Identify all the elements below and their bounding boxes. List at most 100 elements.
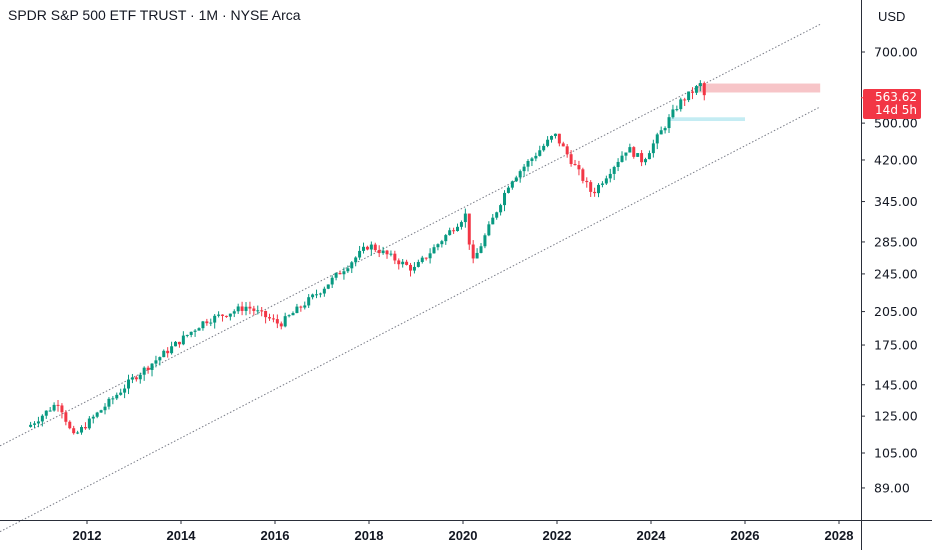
candle-body xyxy=(228,313,232,317)
candle-body xyxy=(550,136,554,140)
resistance-zone xyxy=(698,83,821,93)
candle xyxy=(103,403,107,415)
candle-body xyxy=(244,306,248,311)
y-tick-label: 145.00 xyxy=(874,377,918,392)
candle-body xyxy=(604,178,608,184)
candle-body xyxy=(127,379,131,389)
candle-body xyxy=(295,306,299,314)
candle xyxy=(52,402,56,412)
x-tick-label: 2024 xyxy=(637,528,667,543)
candle-body xyxy=(671,109,675,118)
candle xyxy=(636,152,640,158)
candle-body xyxy=(36,421,40,424)
candle xyxy=(134,375,138,382)
candle-body xyxy=(217,314,221,316)
candle xyxy=(33,421,37,429)
candle xyxy=(432,244,436,254)
candle-body xyxy=(475,252,479,259)
candle xyxy=(448,227,452,236)
candle-body xyxy=(702,83,706,96)
candle xyxy=(185,334,189,338)
candle xyxy=(154,355,158,368)
candle-body xyxy=(647,153,651,160)
candle xyxy=(64,410,68,426)
candle-body xyxy=(174,341,178,347)
candle-body xyxy=(52,404,56,411)
candle xyxy=(80,425,84,435)
bar-countdown: 14d 5h xyxy=(875,103,917,117)
candle xyxy=(671,104,675,119)
candle xyxy=(663,126,667,134)
x-tick-label: 2018 xyxy=(355,528,384,543)
candle-body xyxy=(354,257,358,263)
candle xyxy=(369,241,373,256)
candle-body xyxy=(130,377,134,380)
x-tick-label: 2028 xyxy=(825,528,854,543)
y-tick-label: 245.00 xyxy=(874,266,918,281)
candle-body xyxy=(283,316,287,327)
candle-body xyxy=(271,318,275,320)
candle xyxy=(416,259,420,268)
candle-body xyxy=(56,404,60,406)
candle xyxy=(322,286,326,297)
candle-body xyxy=(369,244,373,250)
candle-body xyxy=(546,139,550,146)
candle xyxy=(593,187,597,197)
candle-body xyxy=(452,230,456,232)
candle-body xyxy=(342,271,346,275)
candle xyxy=(307,294,311,308)
candle-body xyxy=(616,161,620,167)
candle xyxy=(162,349,166,358)
candle-body xyxy=(260,310,264,312)
candle-body xyxy=(522,166,526,172)
candle-body xyxy=(620,155,624,162)
candle xyxy=(620,151,624,163)
candle-body xyxy=(83,427,87,429)
candle xyxy=(600,181,604,188)
chart-title: SPDR S&P 500 ETF TRUST · 1M · NYSE Arca xyxy=(8,7,301,23)
candle xyxy=(597,183,601,198)
candle xyxy=(479,243,483,254)
candle-body xyxy=(593,191,597,194)
y-tick-label: 420.00 xyxy=(874,152,918,167)
candle xyxy=(522,163,526,177)
candle-body xyxy=(444,235,448,242)
candle xyxy=(252,305,256,316)
candle-body xyxy=(33,423,37,425)
candle xyxy=(577,160,581,176)
candle xyxy=(209,318,213,327)
candle-body xyxy=(679,99,683,110)
x-tick-label: 2014 xyxy=(167,528,197,543)
candle xyxy=(514,175,518,182)
candle-body xyxy=(138,374,142,380)
candle xyxy=(346,265,350,274)
candle-body xyxy=(177,341,181,345)
x-tick-label: 2022 xyxy=(543,528,572,543)
candle xyxy=(612,165,616,181)
candle-body xyxy=(146,367,150,370)
candle-body xyxy=(338,272,342,275)
candle xyxy=(130,373,134,384)
candle xyxy=(459,220,463,230)
candle-body xyxy=(91,416,95,419)
candle xyxy=(698,80,702,92)
candle xyxy=(651,139,655,158)
candle-body xyxy=(397,260,401,265)
candle xyxy=(189,331,193,338)
currency-button[interactable]: USD xyxy=(878,9,906,24)
candle-body xyxy=(612,166,616,174)
candle-body xyxy=(600,183,604,185)
candle-body xyxy=(311,294,315,298)
candle-body xyxy=(503,192,507,206)
y-tick-label: 205.00 xyxy=(874,304,918,319)
candle-body xyxy=(436,244,440,248)
candle-body xyxy=(483,235,487,247)
candle xyxy=(452,227,456,234)
y-tick-label: 175.00 xyxy=(874,338,918,353)
candle xyxy=(436,243,440,251)
candle xyxy=(228,313,232,321)
candle-body xyxy=(315,294,319,296)
last-price-badge: 563.62 14d 5h xyxy=(863,89,921,119)
candle xyxy=(142,366,146,381)
